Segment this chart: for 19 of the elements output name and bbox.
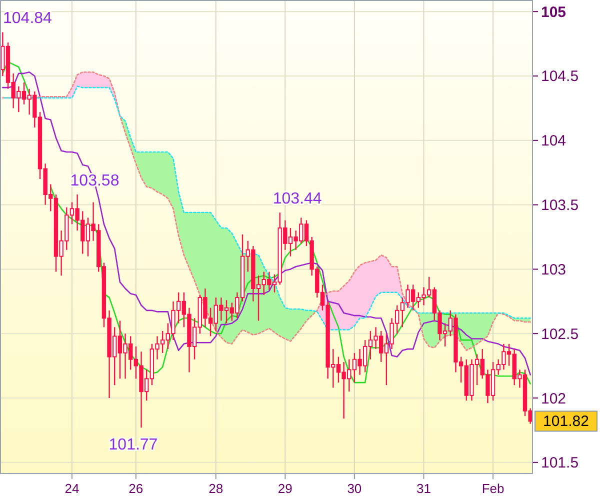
y-tick-label: 104.5: [541, 68, 579, 86]
x-tick-label: 30: [347, 481, 362, 496]
x-tick-label: 26: [128, 481, 144, 496]
x-tick-label: 24: [64, 481, 80, 496]
y-tick-label: 105: [541, 4, 566, 21]
text: 101.77: [108, 436, 158, 454]
text: 104.84: [3, 10, 52, 28]
y-tick-label: 104: [541, 132, 566, 150]
y-tick-label: 101.5: [541, 454, 579, 472]
x-tick-label: 31: [416, 481, 431, 496]
text: 101.82: [543, 413, 589, 430]
x-tick-label: 28: [208, 481, 224, 496]
y-tick-label: 103.5: [541, 197, 579, 214]
x-tick-label: Feb: [482, 481, 504, 496]
x-tick-label: 29: [278, 481, 292, 496]
y-tick-label: 103: [541, 261, 566, 278]
y-tick-label: 102: [541, 390, 566, 408]
y-tick-label: 102.5: [541, 326, 579, 343]
text: 103.44: [272, 190, 322, 208]
